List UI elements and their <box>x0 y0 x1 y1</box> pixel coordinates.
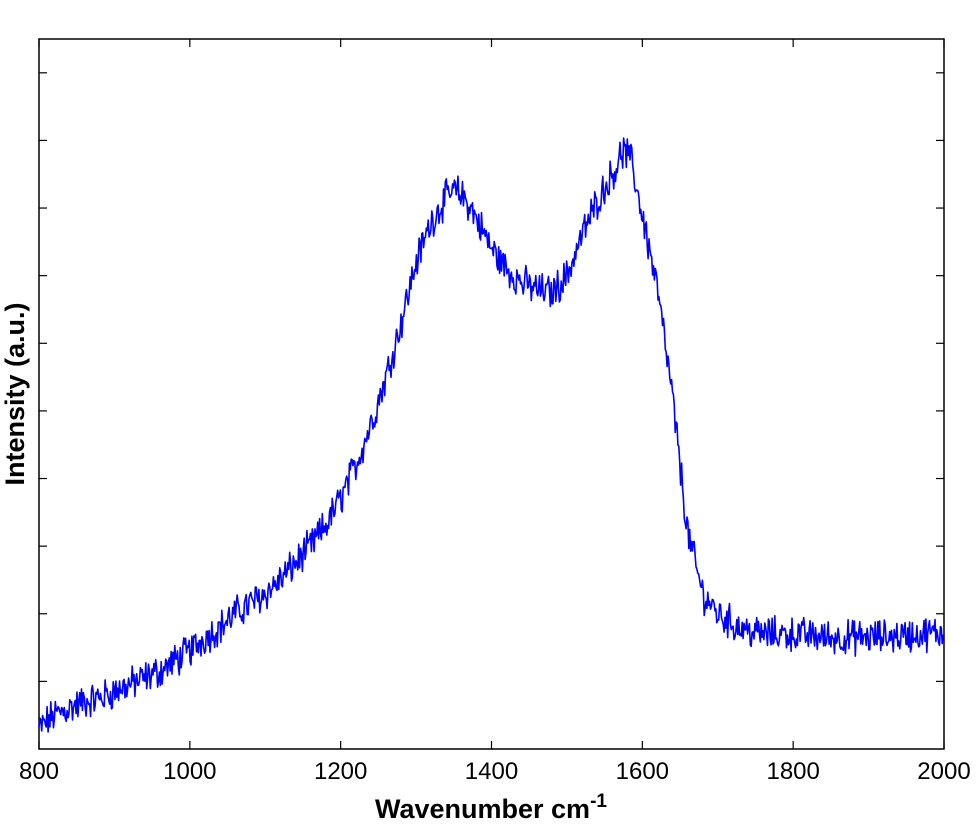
y-ticks <box>39 72 944 682</box>
x-tick-label: 1000 <box>163 758 216 785</box>
spectrum-series-line <box>38 137 945 733</box>
x-tick-label: 2000 <box>917 758 970 785</box>
x-ticks: 800 1000 1200 1400 1600 1800 2000 <box>19 39 971 785</box>
x-tick-label: 1400 <box>465 758 518 785</box>
y-axis-title: Intensity (a.u.) <box>0 302 30 485</box>
x-tick-label: 1800 <box>766 758 819 785</box>
x-tick-label: 1200 <box>314 758 367 785</box>
x-tick-label: 800 <box>19 758 59 785</box>
x-tick-label: 1600 <box>616 758 669 785</box>
x-axis-title: Wavenumber cm-1 <box>375 791 607 824</box>
x-axis-title-superscript: -1 <box>590 791 607 812</box>
